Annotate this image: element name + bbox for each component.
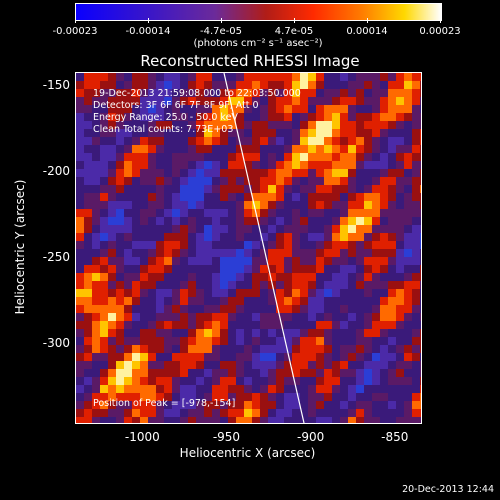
image-title: Reconstructed RHESSI Image: [140, 52, 360, 70]
detectors-label: Detectors: 3F 6F 6F 7F 8F 9F, Att 0: [93, 100, 259, 111]
peak-position-label: Position of Peak = [-978,-154]: [93, 398, 236, 409]
y-axis-label: Heliocentric Y (arcsec): [13, 179, 27, 315]
colorbar: [75, 3, 442, 21]
rhessi-image: [75, 72, 422, 424]
x-tick-label: -900: [296, 430, 325, 444]
x-tick-label: -1000: [124, 430, 160, 444]
solar-limb-line: [223, 73, 305, 423]
colorbar-tick: [148, 18, 149, 23]
y-tick-label: -300: [42, 336, 70, 351]
colorbar-tick: [294, 18, 295, 23]
x-axis-label: Heliocentric X (arcsec): [179, 446, 316, 460]
colorbar-unit: (photons cm⁻² s⁻¹ asec⁻²): [193, 38, 323, 49]
colorbar-tick: [440, 18, 441, 23]
energy-range-label: Energy Range: 25.0 - 50.0 keV: [93, 112, 238, 123]
colorbar-tick: [221, 18, 222, 23]
heatmap: [76, 73, 421, 423]
y-tick-label: -250: [42, 250, 70, 265]
y-tick-label: -200: [42, 164, 70, 178]
x-tick-label: -850: [381, 430, 409, 444]
timestamp: 20-Dec-2013 12:44: [402, 484, 494, 495]
colorbar-tick-label: 0.00014: [346, 26, 388, 37]
colorbar-tick-label: -0.00023: [52, 26, 98, 37]
counts-label: Clean Total counts: 7.73E+03: [93, 124, 234, 135]
colorbar-tick: [367, 18, 368, 23]
colorbar-tick-label: 0.00023: [419, 26, 461, 37]
colorbar-tick-label: -0.00014: [125, 26, 171, 37]
time-range-label: 19-Dec-2013 21:59:08.000 to 22:03:50.000: [93, 88, 301, 99]
x-tick-label: -950: [212, 430, 241, 444]
colorbar-tick-label: 4.7e-05: [274, 26, 314, 37]
colorbar-tick: [75, 18, 76, 23]
colorbar-tick-label: -4.7e-05: [200, 26, 242, 37]
y-tick-label: -150: [42, 77, 70, 92]
